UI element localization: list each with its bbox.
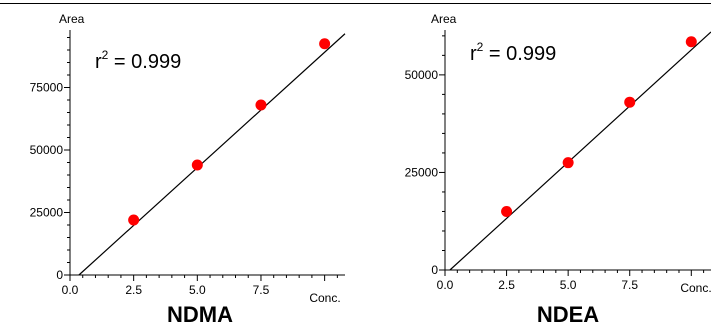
chart-ndea: 0.0 2.5 5.0 7.5 0 25000 50000 Area Conc. r2 = … bbox=[405, 12, 711, 327]
x-tick-label: 7.5 bbox=[253, 283, 270, 297]
chart-ndma-marks: 0.0 2.5 5.0 7.5 0 25000 50000 75000 bbox=[30, 30, 346, 297]
y-tick-label: 25000 bbox=[30, 206, 64, 220]
y-tick-label: 75000 bbox=[30, 81, 64, 95]
y-tick-label: 50000 bbox=[405, 68, 439, 82]
r2-superscript: 2 bbox=[477, 40, 484, 54]
r2-value: = 0.999 bbox=[483, 43, 556, 65]
r2-superscript: 2 bbox=[102, 48, 109, 62]
chart-ndea-marks: 0.0 2.5 5.0 7.5 0 25000 50000 bbox=[405, 30, 711, 292]
data-point bbox=[319, 38, 331, 50]
data-point bbox=[685, 36, 697, 48]
r2-prefix: r bbox=[470, 43, 477, 65]
x-tick-label: 5.0 bbox=[560, 278, 577, 292]
r-squared-annotation: r2 = 0.999 bbox=[470, 40, 556, 65]
data-point bbox=[562, 157, 574, 169]
x-tick-label: 2.5 bbox=[125, 283, 142, 297]
y-axis-title: Area bbox=[431, 12, 457, 26]
y-tick-label: 0 bbox=[56, 268, 63, 282]
x-tick-label: 7.5 bbox=[621, 278, 638, 292]
r2-prefix: r bbox=[95, 51, 102, 73]
x-tick-label: 5.0 bbox=[189, 283, 206, 297]
chart-title: NDMA bbox=[167, 302, 233, 327]
x-axis-title: Conc. bbox=[309, 291, 340, 305]
data-point bbox=[128, 214, 140, 226]
regression-line bbox=[78, 33, 346, 276]
y-tick-label: 25000 bbox=[405, 165, 439, 179]
x-axis-title: Conc. bbox=[680, 281, 711, 295]
x-tick-label: 2.5 bbox=[498, 278, 515, 292]
r2-value: = 0.999 bbox=[108, 51, 181, 73]
regression-line bbox=[449, 31, 711, 271]
y-tick-label: 0 bbox=[431, 263, 438, 277]
x-tick-label: 0.0 bbox=[437, 278, 454, 292]
data-point bbox=[501, 205, 513, 217]
y-axis-title: Area bbox=[59, 12, 85, 26]
data-point bbox=[255, 99, 267, 111]
chart-title: NDEA bbox=[537, 302, 599, 327]
data-point bbox=[191, 159, 203, 171]
x-tick-label: 0.0 bbox=[62, 283, 79, 297]
data-point bbox=[624, 96, 636, 108]
y-tick-label: 50000 bbox=[30, 143, 64, 157]
r-squared-annotation: r2 = 0.999 bbox=[95, 48, 181, 73]
